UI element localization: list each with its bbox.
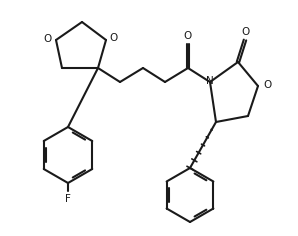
Text: F: F xyxy=(65,194,71,204)
Text: O: O xyxy=(241,27,249,37)
Text: N: N xyxy=(206,76,214,86)
Text: O: O xyxy=(264,80,272,90)
Text: O: O xyxy=(110,33,118,43)
Text: O: O xyxy=(184,31,192,41)
Text: O: O xyxy=(43,34,51,44)
